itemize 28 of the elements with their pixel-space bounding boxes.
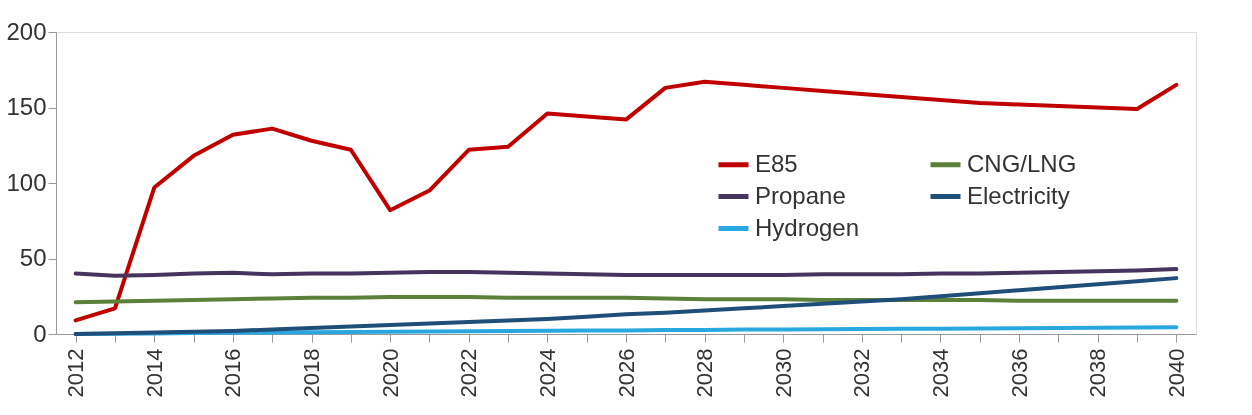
legend-label: Hydrogen: [755, 213, 860, 241]
y-tick-label: 200: [6, 17, 47, 45]
y-tick-label: 150: [6, 93, 47, 120]
y-tick-label: 0: [33, 319, 47, 347]
x-tick-label: 2014: [141, 348, 167, 398]
line-series: [73, 79, 1179, 323]
x-tick-label: 2036: [1006, 348, 1032, 398]
legend-label: E85: [755, 149, 798, 177]
x-tick-label: 2012: [63, 348, 89, 398]
x-tick-label: 2028: [692, 348, 718, 398]
legend-label: Electricity: [967, 181, 1070, 209]
x-tick-label: 2032: [849, 348, 875, 398]
legend-label: CNG/LNG: [967, 149, 1077, 177]
x-tick-label: 2020: [377, 348, 403, 398]
x-tick-label: 2040: [1163, 348, 1189, 398]
legend-label: Propane: [755, 181, 846, 209]
x-tick-label: 2022: [456, 348, 482, 398]
y-tick-label: 100: [6, 168, 47, 196]
y-tick-label: 50: [19, 244, 47, 271]
x-tick-label: 2030: [770, 348, 796, 398]
x-tick-label: 2034: [927, 348, 953, 398]
x-tick-label: 2038: [1085, 348, 1111, 398]
x-tick-label: 2018: [299, 348, 325, 398]
line-series: [73, 276, 1179, 336]
x-tick-label: 2016: [220, 348, 246, 398]
x-tick-label: 2024: [534, 348, 560, 398]
x-tick-label: 2026: [613, 348, 639, 398]
line-series: [73, 267, 1179, 278]
